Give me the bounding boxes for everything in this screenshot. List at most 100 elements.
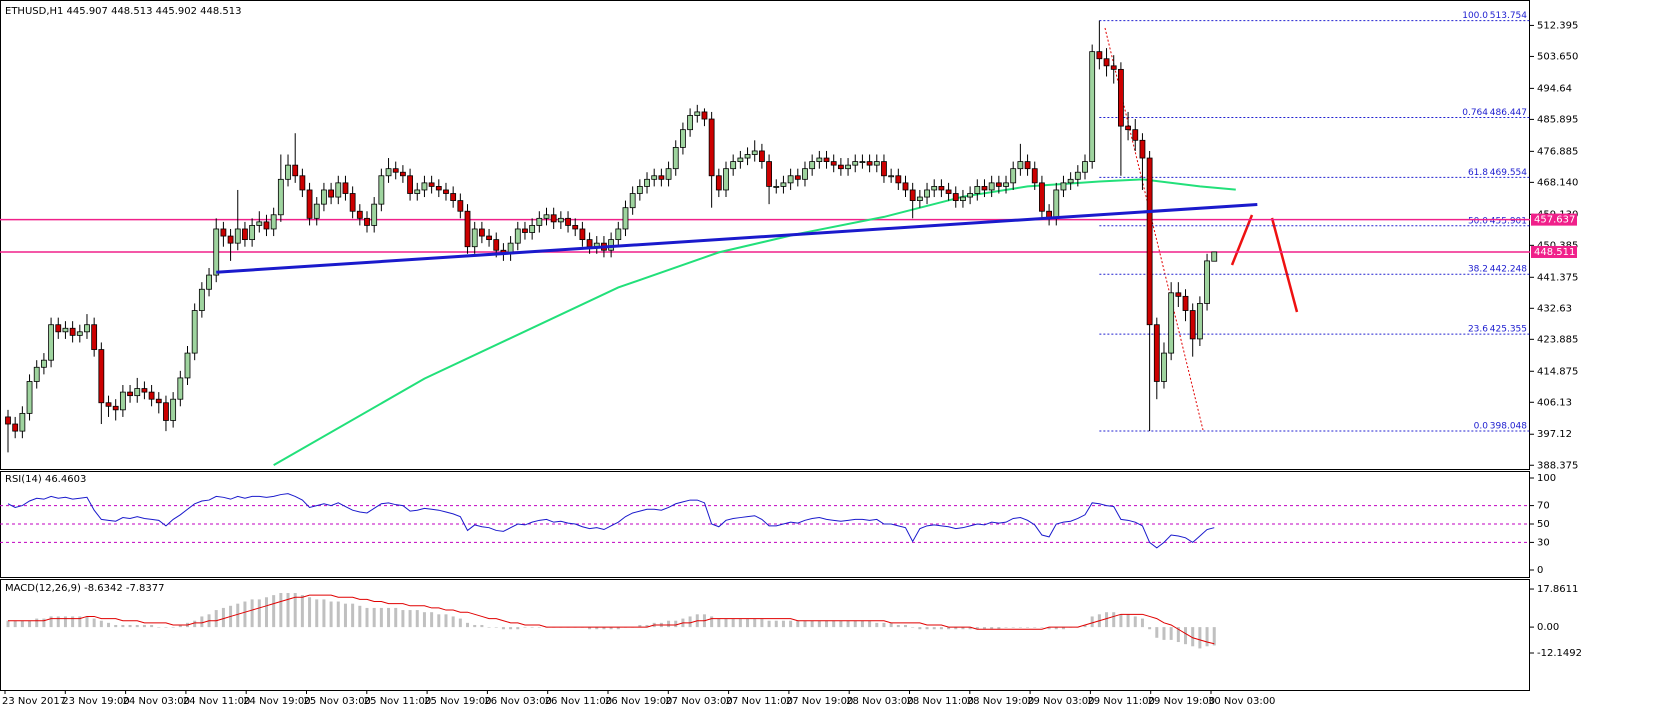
candle-body <box>76 331 83 336</box>
macd-bar <box>401 610 405 628</box>
candle-body <box>902 182 909 191</box>
candle-body <box>435 186 442 191</box>
macd-bar <box>49 616 53 628</box>
macd-bar <box>961 627 965 630</box>
macd-bar <box>128 624 132 628</box>
price-box <box>1531 245 1577 258</box>
y-tick-label: 50 <box>1537 519 1550 530</box>
candle-body <box>1196 303 1203 340</box>
candle-body <box>766 161 772 187</box>
candle-body <box>155 398 162 404</box>
candle-body <box>715 175 722 191</box>
macd-title: MACD(12,26,9) -8.6342 -7.8377 <box>5 583 165 594</box>
macd-bar <box>738 618 742 628</box>
candle-body <box>148 391 155 400</box>
candle-body <box>1103 58 1110 67</box>
candle-body <box>687 115 693 131</box>
macd-bar <box>379 607 383 628</box>
trendline <box>216 203 1258 274</box>
x-tick-label: 29 Nov 03:00 <box>1027 696 1094 707</box>
macd-bar <box>1040 627 1044 628</box>
x-tick-label: 25 Nov 19:00 <box>424 696 491 707</box>
macd-bar <box>221 607 225 628</box>
y-tick-label: 494.64 <box>1537 83 1572 94</box>
macd-bar <box>1004 627 1008 628</box>
candle-body <box>457 200 464 212</box>
candle-body <box>1053 189 1060 219</box>
candle-body <box>349 193 356 212</box>
candle-body <box>701 111 708 120</box>
rsi-title: RSI(14) 46.4603 <box>5 474 86 485</box>
candle-body <box>967 193 974 198</box>
x-tick-label: 25 Nov 11:00 <box>364 696 431 707</box>
y-tick-label: 397.12 <box>1537 429 1572 440</box>
candle-body <box>1060 182 1067 191</box>
candle-body <box>916 196 923 201</box>
macd-bar <box>982 627 986 630</box>
macd-bar <box>293 593 297 628</box>
candle-body <box>665 168 672 180</box>
macd-bar <box>114 624 118 628</box>
fib-level: 0.0 <box>1474 421 1489 431</box>
macd-bar <box>645 624 649 628</box>
candle-body <box>974 186 981 194</box>
macd-bar <box>243 601 247 628</box>
candle-body <box>543 214 550 219</box>
y-tick-label: 100 <box>1537 473 1556 484</box>
fib-price: 513.754 <box>1490 11 1527 21</box>
candle-body <box>1204 260 1210 304</box>
candle-body <box>881 161 887 177</box>
macd-bar <box>997 627 1001 630</box>
candle-body <box>478 228 485 237</box>
candle-body <box>1118 68 1124 127</box>
candle-body <box>41 359 47 368</box>
candle-body <box>1067 178 1074 184</box>
candle-body <box>629 193 636 209</box>
candle-body <box>206 274 212 290</box>
candle-body <box>306 189 313 219</box>
macd-bar <box>875 622 879 628</box>
candle-body <box>837 164 844 170</box>
macd-bar <box>365 607 369 628</box>
candle-body <box>112 405 119 411</box>
macd-bar <box>236 603 240 628</box>
macd-bar <box>1176 627 1180 643</box>
macd-bar <box>408 610 412 628</box>
candle-body <box>1211 251 1218 262</box>
macd-bar <box>1198 627 1202 649</box>
candle-body <box>651 175 658 180</box>
y-tick-label: 468.140 <box>1537 177 1578 188</box>
candle-body <box>809 161 816 170</box>
candle-body <box>1031 168 1038 184</box>
candle-body <box>787 175 794 184</box>
macd-bar <box>473 624 477 628</box>
y-tick-label: 423.885 <box>1537 334 1578 345</box>
macd-bar <box>947 627 951 630</box>
candle-body <box>407 175 413 194</box>
macd-bar <box>85 616 89 628</box>
macd-bar <box>28 620 32 628</box>
x-tick-label: 23 Nov 19:00 <box>62 696 129 707</box>
macd-bar <box>1133 616 1137 628</box>
candle-body <box>213 228 220 276</box>
macd-bar <box>810 620 814 628</box>
macd-bar <box>825 620 829 628</box>
macd-bar <box>466 622 470 628</box>
macd-bar <box>667 620 671 628</box>
layer: 512.395 503.650 494.64 485.895 476.885 468.14… <box>0 11 1582 707</box>
macd-bar <box>925 627 929 630</box>
y-tick-label: 70 <box>1537 501 1550 512</box>
candle-body <box>91 324 98 350</box>
candle-body <box>378 175 385 205</box>
macd-bar <box>264 597 268 628</box>
macd-bar <box>178 624 182 628</box>
macd-bar <box>1018 627 1022 628</box>
macd-bar <box>272 595 276 628</box>
macd-bar <box>494 627 498 628</box>
candle-body <box>227 235 234 244</box>
macd-bar <box>372 607 376 628</box>
candle-body <box>773 186 780 188</box>
candle-body <box>443 189 449 194</box>
fib-price: 398.048 <box>1490 421 1527 431</box>
y-tick-label: 441.375 <box>1537 272 1578 283</box>
